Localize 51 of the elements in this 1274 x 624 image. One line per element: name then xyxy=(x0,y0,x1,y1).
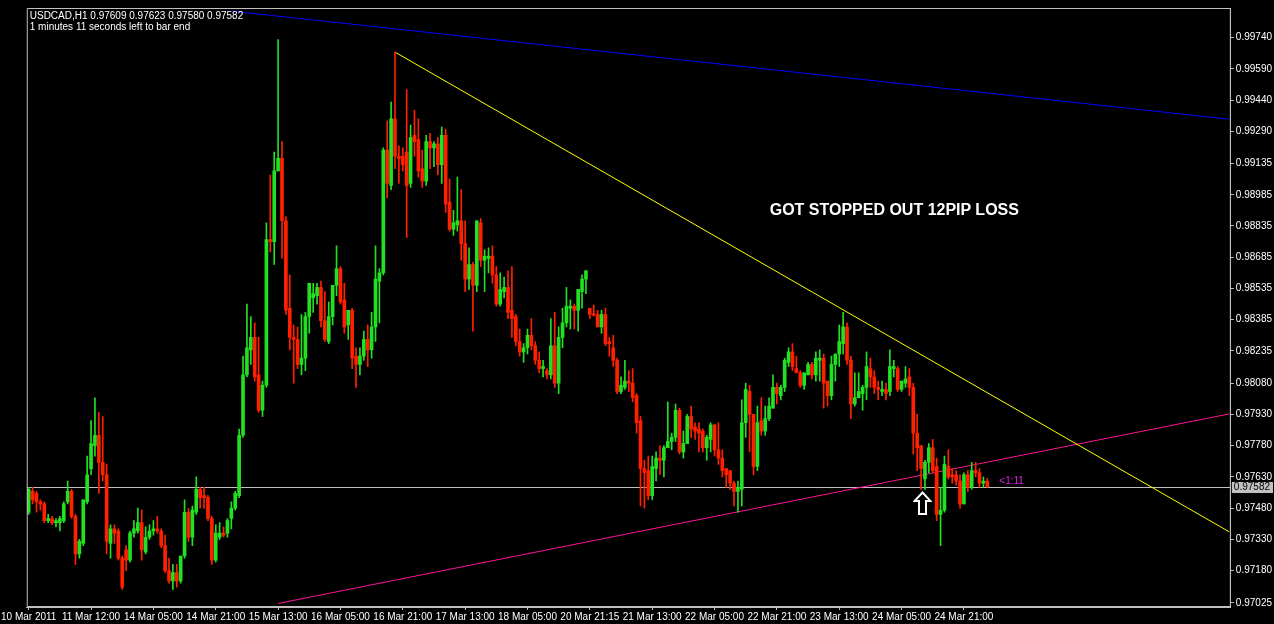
y-tick-label: 0.97025 xyxy=(1235,596,1273,608)
x-tick-label: 10 Mar 2011 xyxy=(1,610,57,622)
y-tick-label: 0.99590 xyxy=(1235,62,1273,74)
candlestick xyxy=(880,380,884,396)
y-tick-label: 0.99135 xyxy=(1235,157,1273,169)
y-tick-label: 0.98235 xyxy=(1235,344,1273,356)
y-tick-label: 0.97180 xyxy=(1235,564,1273,576)
x-tick-label: 20 Mar 21:15 xyxy=(560,610,620,622)
annotation: GOT STOPPED OUT 12PIP LOSS xyxy=(769,200,1020,218)
y-tick-label: 0.98535 xyxy=(1235,282,1273,294)
candlestick xyxy=(428,133,432,170)
candlestick xyxy=(541,359,545,378)
candlestick xyxy=(311,282,315,313)
ref-line-label: 0.97582 xyxy=(1233,481,1271,493)
y-tick-label: 0.97930 xyxy=(1235,408,1273,420)
y-tick-label: 0.97630 xyxy=(1235,470,1273,482)
x-tick-label: 14 Mar 05:00 xyxy=(123,610,184,622)
y-tick-label: 0.99440 xyxy=(1235,93,1273,105)
y-tick-label: 0.97780 xyxy=(1235,439,1273,451)
y-tick-label: 0.98080 xyxy=(1235,376,1273,388)
y-tick-label: 0.98835 xyxy=(1235,219,1273,231)
y-tick-label: 0.98985 xyxy=(1235,188,1273,200)
y-tick-label: 0.97480 xyxy=(1235,501,1273,513)
y-tick-label: 0.99740 xyxy=(1235,31,1273,43)
x-tick-label: 23 Mar 13:00 xyxy=(809,610,870,622)
text: 1 minutes 11 seconds left to bar end xyxy=(29,20,191,32)
annotation: <1:11 xyxy=(999,474,1025,486)
candlestick xyxy=(658,445,662,476)
candlestick xyxy=(268,174,273,253)
x-tick-label: 17 Mar 13:00 xyxy=(435,610,496,622)
x-tick-label: 21 Mar 13:00 xyxy=(622,610,683,622)
x-tick-label: 16 Mar 21:00 xyxy=(373,610,433,622)
x-tick-label: 22 Mar 05:00 xyxy=(685,610,745,622)
x-tick-label: 22 Mar 21:00 xyxy=(747,610,807,622)
x-tick-label: 16 Mar 05:00 xyxy=(310,610,371,622)
y-tick-label: 0.98385 xyxy=(1235,313,1273,325)
candlestick xyxy=(572,303,577,330)
x-tick-label: 14 Mar 21:00 xyxy=(186,610,246,622)
x-tick-label: 15 Mar 13:00 xyxy=(248,610,308,622)
candlestick xyxy=(404,89,409,238)
x-tick-label: 18 Mar 05:00 xyxy=(498,610,558,622)
chart-title: USDCAD,H1 0.97609 0.97623 0.97580 0.97582 xyxy=(29,9,244,21)
candlestick xyxy=(432,141,436,167)
y-tick-label: 0.97330 xyxy=(1235,533,1273,545)
y-tick-label: 0.98685 xyxy=(1235,250,1273,262)
y-tick-label: 0.99290 xyxy=(1235,125,1273,137)
x-tick-label: 11 Mar 12:00 xyxy=(61,610,121,622)
candlestick xyxy=(852,372,857,407)
x-tick-label: 24 Mar 21:00 xyxy=(934,610,994,622)
candlestick xyxy=(623,359,627,390)
x-tick-label: 24 Mar 05:00 xyxy=(872,610,932,622)
